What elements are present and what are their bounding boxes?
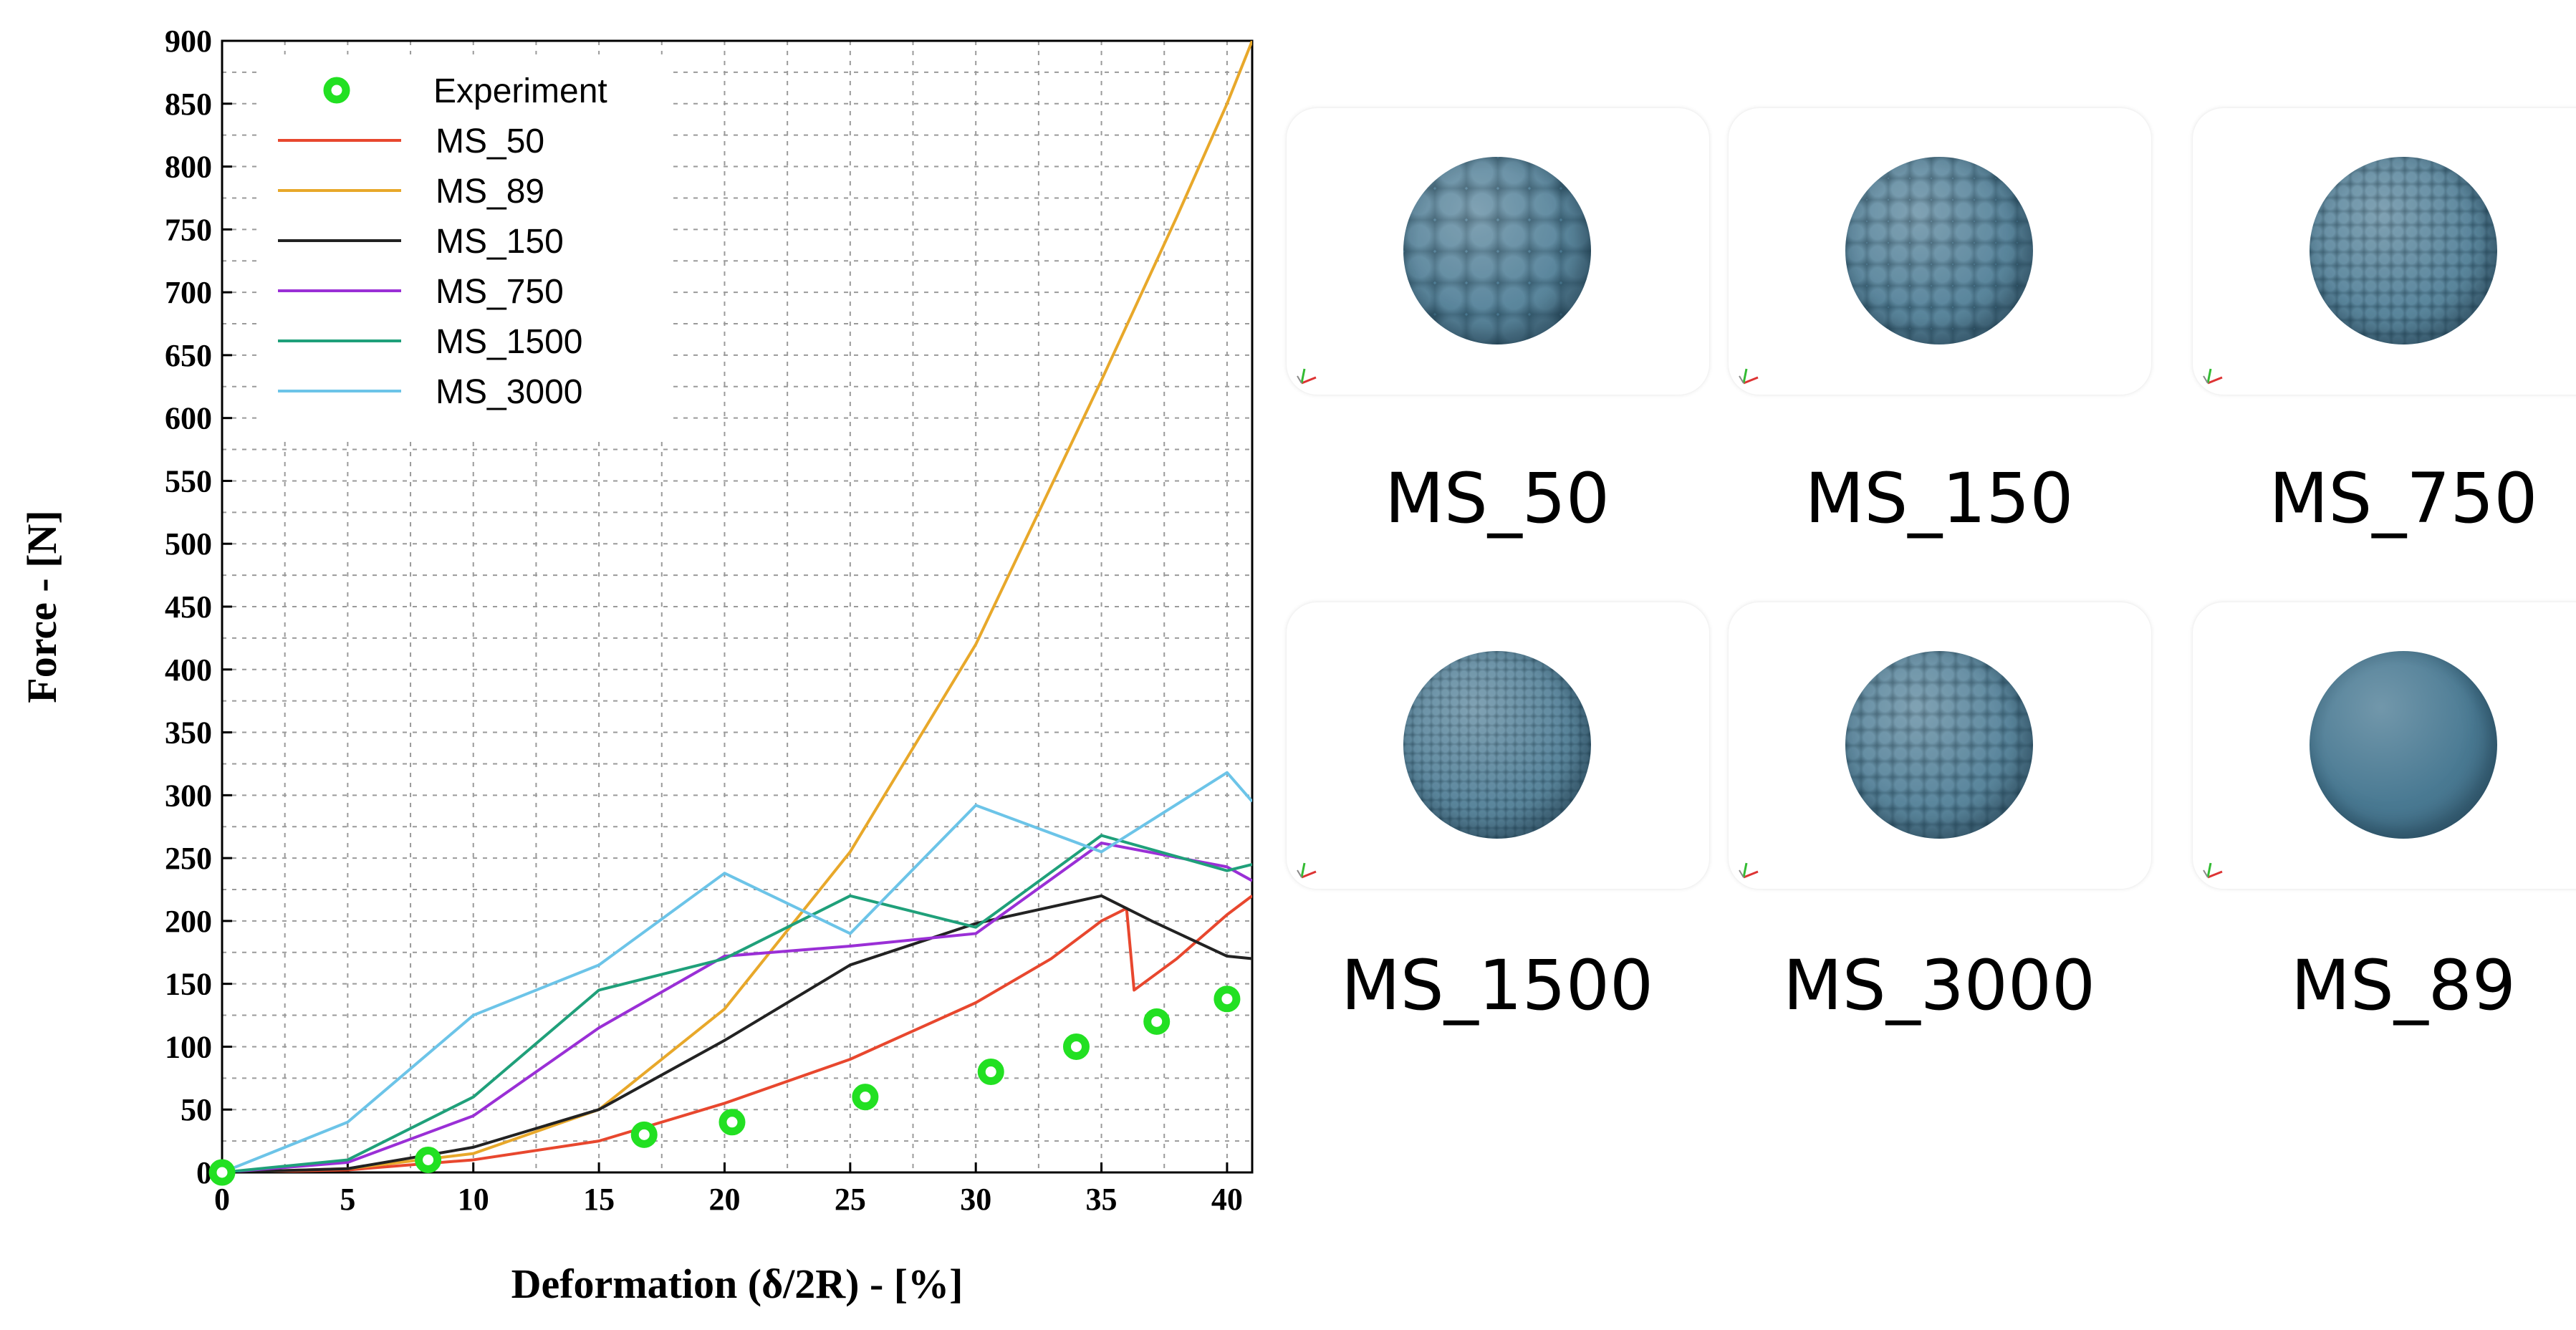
- experiment-point: [719, 1109, 746, 1136]
- sphere-render: [2310, 157, 2497, 344]
- x-tick-label: 10: [458, 1182, 489, 1217]
- y-tick-label: 400: [165, 652, 212, 688]
- y-tick-label: 700: [165, 275, 212, 310]
- y-tick-label: 450: [165, 589, 212, 625]
- experiment-point: [1213, 986, 1241, 1013]
- axis-ticks: 0 5 10 15 20 25 30 35 40050100150200250300350400…: [165, 24, 1243, 1217]
- experiment-point: [630, 1121, 658, 1148]
- y-tick-label: 300: [165, 778, 212, 813]
- series-line-ms-50: [222, 895, 1252, 1172]
- legend-label: MS_1500: [436, 323, 582, 361]
- x-tick-label: 0: [214, 1182, 230, 1217]
- axis-triad-icon: [2203, 368, 2223, 385]
- model-label: MS_50: [1385, 458, 1610, 539]
- sphere-render: [2310, 651, 2497, 839]
- x-tick-label: 35: [1086, 1182, 1118, 1217]
- legend-label: MS_50: [436, 122, 544, 160]
- legend-box: [256, 54, 672, 441]
- chart-legend: Experiment MS_50 MS_89 MS_150 MS_750 MS_1500 M…: [256, 54, 672, 441]
- chart-series: [208, 41, 1252, 1186]
- legend-label: Experiment: [433, 72, 607, 110]
- y-tick-label: 50: [181, 1092, 212, 1127]
- y-tick-label: 600: [165, 401, 212, 436]
- series-line-ms-3000: [222, 771, 1252, 1172]
- y-tick-label: 350: [165, 715, 212, 751]
- x-tick-label: 5: [340, 1182, 355, 1217]
- y-tick-label: 100: [165, 1029, 212, 1064]
- x-tick-label: 40: [1211, 1182, 1243, 1217]
- y-tick-label: 0: [196, 1155, 212, 1190]
- axis-triad-icon: [1739, 862, 1759, 879]
- sphere-render: [1845, 651, 2033, 839]
- legend-label: MS_750: [436, 273, 564, 311]
- sphere-render: [1845, 157, 2033, 344]
- model-label: MS_150: [1804, 458, 2074, 539]
- y-tick-label: 550: [165, 463, 212, 498]
- y-tick-label: 750: [165, 212, 212, 247]
- y-tick-label: 650: [165, 338, 212, 373]
- experiment-point: [1062, 1033, 1090, 1060]
- experiment-point: [208, 1159, 236, 1186]
- experiment-point: [852, 1084, 879, 1111]
- y-tick-label: 850: [165, 87, 212, 122]
- axis-triad-icon: [1739, 368, 1759, 385]
- experiment-point: [977, 1059, 1004, 1086]
- axis-triad-icon: [1297, 368, 1317, 385]
- model-label: MS_89: [2291, 945, 2516, 1026]
- sphere-render: [1403, 651, 1591, 839]
- y-tick-label: 150: [165, 967, 212, 1002]
- x-tick-label: 15: [583, 1182, 615, 1217]
- series-line-ms-750: [222, 842, 1252, 1172]
- y-tick-label: 200: [165, 904, 212, 939]
- legend-label: MS_3000: [436, 373, 582, 411]
- legend-label: MS_150: [436, 223, 564, 261]
- y-tick-label: 250: [165, 841, 212, 876]
- model-label: MS_1500: [1340, 945, 1654, 1026]
- force-deformation-chart: 0 5 10 15 20 25 30 35 40050100150200250300350400…: [19, 24, 1254, 1307]
- y-tick-label: 500: [165, 526, 212, 562]
- model-label: MS_750: [2269, 458, 2538, 539]
- sphere-render: [1403, 157, 1591, 344]
- experiment-point: [1143, 1008, 1171, 1035]
- model-label: MS_3000: [1782, 945, 2096, 1026]
- y-axis-title: Force - [N]: [19, 510, 65, 703]
- series-line-ms-1500: [222, 834, 1252, 1172]
- x-tick-label: 25: [835, 1182, 866, 1217]
- axis-triad-icon: [2203, 862, 2223, 879]
- y-tick-label: 800: [165, 150, 212, 185]
- legend-marker-experiment: [323, 77, 350, 104]
- y-tick-label: 900: [165, 24, 212, 59]
- x-tick-label: 20: [708, 1182, 740, 1217]
- x-tick-label: 30: [960, 1182, 991, 1217]
- legend-label: MS_89: [436, 173, 544, 211]
- axis-triad-icon: [1297, 862, 1317, 879]
- experiment-point: [415, 1146, 442, 1173]
- x-axis-title: Deformation (δ/2R) - [%]: [511, 1261, 963, 1307]
